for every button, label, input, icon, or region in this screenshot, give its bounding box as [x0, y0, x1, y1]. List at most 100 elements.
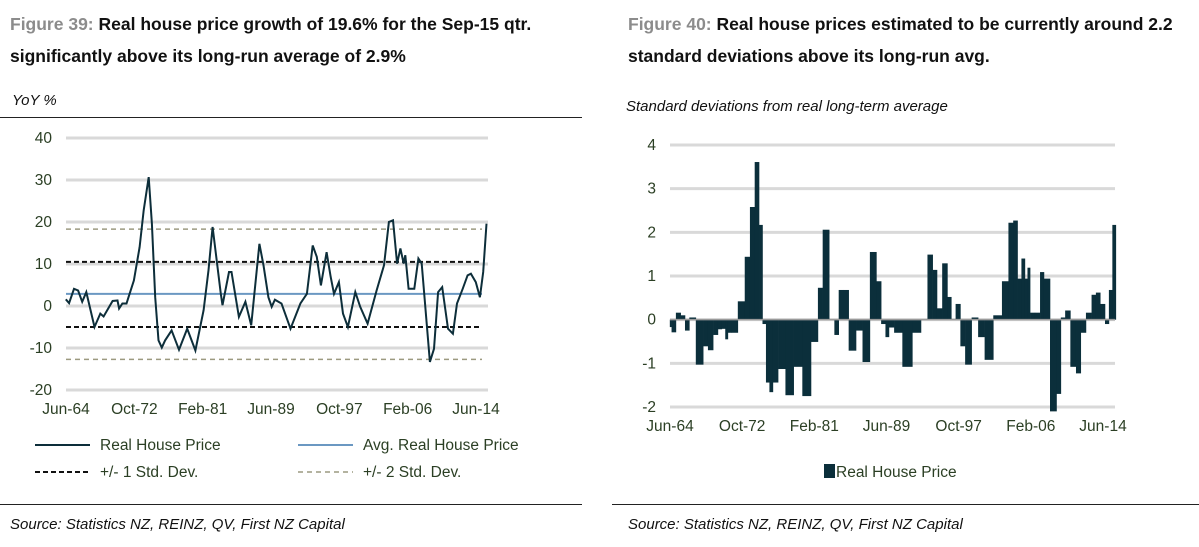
bar — [955, 303, 961, 320]
bar — [765, 319, 770, 383]
bar — [885, 319, 890, 338]
y-tick-label: -1 — [642, 355, 656, 372]
bar — [960, 319, 966, 347]
bar — [1008, 222, 1014, 320]
bar — [769, 319, 774, 393]
bar — [1080, 319, 1087, 333]
legend-swatch — [824, 464, 835, 478]
bar — [1043, 278, 1051, 320]
bar — [754, 162, 760, 320]
bar — [869, 251, 877, 320]
x-tick-label: Oct-72 — [719, 418, 766, 435]
bar — [1100, 303, 1106, 320]
source-note: Source: Statistics NZ, REINZ, QV, First … — [628, 516, 963, 533]
bar — [965, 319, 972, 365]
bar — [1040, 272, 1045, 320]
y-tick-label: 0 — [647, 312, 656, 329]
bar — [1085, 312, 1092, 320]
bar-chart: 4 3 2 1 0 -1 -2 Jun-64 Oct-72 Feb-81 Jun-89 Oct-97 F… — [642, 137, 1127, 481]
bar — [717, 319, 723, 330]
bar — [1060, 317, 1066, 320]
bar — [778, 319, 786, 370]
bar — [1021, 258, 1026, 320]
bar — [1001, 281, 1009, 320]
y-axis-unit: YoY % — [12, 92, 57, 109]
bar — [912, 319, 922, 333]
bar — [684, 319, 690, 331]
figure-title-text: Real house prices estimated to be curren… — [628, 14, 1173, 66]
bar — [942, 263, 948, 320]
figure-39-panel: Figure 39: Real house price growth of 19… — [0, 0, 582, 547]
figure-number: Figure 40: — [628, 14, 712, 34]
bar — [762, 319, 767, 325]
bar — [1013, 220, 1018, 320]
x-tick-label: Feb-81 — [790, 418, 839, 435]
bar — [1108, 289, 1113, 320]
bar — [993, 315, 1003, 320]
legend-label: +/- 2 Std. Dev. — [363, 464, 461, 481]
x-tick-label: Feb-06 — [383, 401, 432, 418]
legend-label: Real House Price — [836, 464, 957, 481]
y-tick-label: 4 — [647, 137, 656, 154]
x-tick-label: Oct-97 — [316, 401, 363, 418]
bar — [810, 319, 819, 342]
bar — [843, 289, 849, 320]
bar — [749, 207, 755, 320]
divider — [0, 117, 582, 118]
divider — [0, 504, 582, 505]
bar — [978, 319, 985, 338]
y-tick-label: 20 — [35, 214, 53, 231]
bar — [727, 319, 733, 333]
bar — [725, 319, 729, 340]
x-tick-label: Jun-14 — [452, 401, 500, 418]
bar — [936, 308, 943, 320]
y-tick-label: -2 — [642, 399, 656, 416]
legend-label: Real House Price — [100, 437, 221, 454]
figure-title-text: Real house price growth of 19.6% for the… — [10, 14, 532, 66]
bar — [902, 319, 913, 367]
x-tick-label: Feb-06 — [1006, 418, 1055, 435]
bar — [675, 312, 681, 320]
x-tick-label: Jun-89 — [863, 418, 910, 435]
bar — [817, 287, 823, 320]
x-tick-label: Feb-81 — [178, 401, 227, 418]
bar — [1112, 224, 1117, 320]
bar — [1024, 278, 1028, 320]
y-axis-unit: Standard deviations from real long-term … — [626, 98, 948, 115]
bar — [971, 317, 979, 320]
bar — [1091, 294, 1097, 320]
bar — [737, 301, 746, 320]
bar — [888, 319, 895, 328]
bar — [856, 319, 863, 331]
y-tick-label: 30 — [35, 172, 53, 189]
bar — [669, 319, 672, 328]
bar — [848, 319, 857, 351]
y-tick-label: 0 — [43, 298, 52, 315]
y-tick-label: -20 — [30, 382, 53, 399]
x-tick-label: Jun-64 — [42, 401, 90, 418]
bar — [680, 315, 686, 320]
bar — [695, 319, 704, 365]
y-tick-label: 10 — [35, 256, 53, 273]
bar — [785, 319, 794, 396]
bar — [1056, 319, 1062, 394]
bar — [1065, 310, 1071, 320]
legend-label: Avg. Real House Price — [363, 437, 519, 454]
bar — [1050, 319, 1057, 412]
bar — [822, 229, 830, 320]
bar — [838, 289, 844, 320]
figure-number: Figure 39: — [10, 14, 94, 34]
bar — [1030, 312, 1036, 320]
bar — [834, 319, 839, 335]
x-tick-label: Jun-89 — [247, 401, 294, 418]
bar — [689, 317, 697, 320]
bar — [772, 319, 779, 383]
legend-label: +/- 1 Std. Dev. — [100, 464, 198, 481]
bar — [1075, 319, 1082, 374]
source-note: Source: Statistics NZ, REINZ, QV, First … — [10, 516, 345, 533]
y-tick-label: 40 — [35, 130, 53, 147]
bar — [707, 319, 714, 351]
figure-40-panel: Figure 40: Real house prices estimated t… — [612, 0, 1199, 547]
x-tick-label: Jun-64 — [646, 418, 694, 435]
real-house-price-line — [65, 176, 488, 363]
